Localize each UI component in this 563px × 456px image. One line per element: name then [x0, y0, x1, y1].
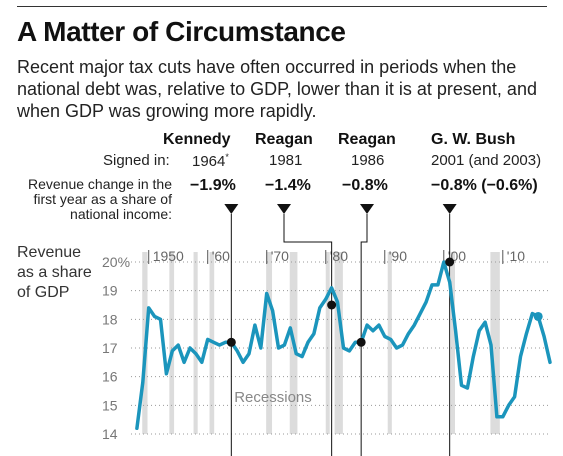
chart-subtitle: Recent major tax cuts have often occurre… — [17, 57, 537, 121]
revenue-line — [135, 260, 552, 431]
y-tick-label: 15 — [102, 397, 118, 413]
y-tick-label: 20% — [102, 254, 130, 270]
x-tick-label: '90 — [389, 248, 407, 264]
x-tick-label: '60 — [212, 248, 230, 264]
recession-band — [325, 252, 330, 434]
y-tick-label: 16 — [102, 369, 118, 385]
arrow-reagan-1986 — [360, 204, 374, 214]
recession-band — [193, 252, 198, 434]
tax-cut-marker — [327, 300, 337, 310]
x-tick-label: 1950 — [153, 248, 184, 264]
revenue-change-kennedy: −1.9% — [190, 177, 236, 194]
y-tick-label: 14 — [102, 426, 118, 442]
signed-year-gw-bush: 2001 (and 2003) — [431, 152, 542, 169]
president-reagan-1986: Reagan — [338, 131, 396, 148]
arrow-kennedy — [224, 204, 239, 214]
recession-band — [490, 252, 500, 434]
y-tick-label: 17 — [102, 340, 118, 356]
recession-band — [450, 252, 455, 434]
chart-title: A Matter of Circumstance — [17, 16, 346, 47]
tax-cut-marker — [226, 337, 236, 347]
asterisk-note: * — [225, 152, 229, 162]
revenue-change-reagan-1981: −1.4% — [265, 177, 311, 194]
y-tick-label: 19 — [102, 283, 118, 299]
signed-year-reagan-1981: 1981 — [269, 152, 303, 169]
arrow-gw-bush — [442, 204, 457, 214]
x-tick-label: '70 — [271, 248, 289, 264]
revenue-change-gw-bush: −0.8% (−0.6%) — [431, 177, 538, 194]
recession-band — [266, 252, 273, 434]
signed-in-label: Signed in: — [103, 152, 170, 169]
recession-band — [387, 252, 392, 434]
x-tick-label: '80 — [330, 248, 348, 264]
recessions-label: Recessions — [234, 389, 312, 406]
signed-year-kennedy: 1964* — [192, 152, 229, 170]
y-tick-label: 18 — [102, 311, 118, 327]
revenue-change-reagan-1986: −0.8% — [342, 177, 388, 194]
signed-year-reagan-1986: 1986 — [351, 152, 385, 169]
president-kennedy: Kennedy — [163, 131, 231, 148]
top-rule — [17, 6, 547, 7]
x-tick-label: '10 — [507, 248, 525, 264]
connector-reagan-1986 — [360, 214, 368, 456]
revenue-line-end-dot — [533, 311, 543, 321]
recession-band — [334, 252, 343, 434]
connector-reagan-1981 — [283, 214, 333, 456]
recession-band — [169, 252, 175, 434]
arrow-reagan-1981 — [277, 204, 291, 214]
revenue-change-label: Revenue change in the first year as a sh… — [28, 176, 172, 222]
president-reagan-1981: Reagan — [255, 131, 313, 148]
tax-cut-marker — [356, 337, 366, 347]
president-gw-bush: G. W. Bush — [431, 131, 516, 148]
tax-cut-marker — [445, 257, 455, 267]
y-axis-label: Revenue as a share of GDP — [17, 244, 92, 301]
